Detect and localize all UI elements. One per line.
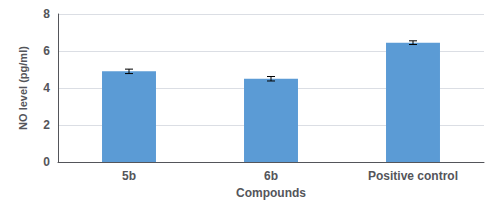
svg-text:6b: 6b	[264, 169, 278, 183]
svg-text:5b: 5b	[122, 169, 136, 183]
svg-text:NO level (pg/ml): NO level (pg/ml)	[17, 46, 29, 130]
svg-text:6: 6	[43, 44, 50, 58]
svg-text:Positive control: Positive control	[368, 169, 458, 183]
svg-text:8: 8	[43, 7, 50, 21]
svg-text:2: 2	[43, 118, 50, 132]
svg-text:Compounds: Compounds	[236, 186, 306, 200]
svg-text:0: 0	[43, 155, 50, 169]
svg-text:4: 4	[43, 81, 50, 95]
